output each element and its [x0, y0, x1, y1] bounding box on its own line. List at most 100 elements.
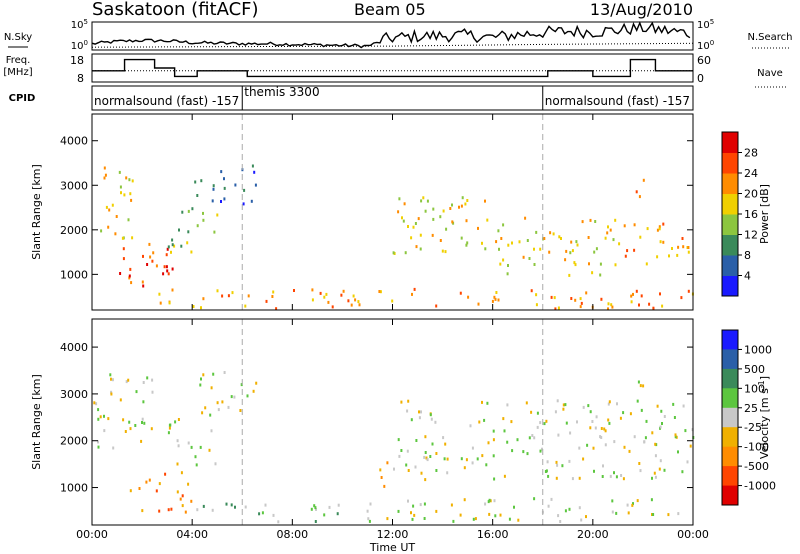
- echo-cell: [150, 427, 153, 431]
- echo-cell: [435, 469, 438, 472]
- echo-cell: [130, 198, 133, 202]
- colorbar-tick-label: 500: [744, 363, 765, 376]
- echo-cell: [471, 446, 474, 450]
- echo-cell: [358, 303, 361, 307]
- echo-cell: [398, 454, 401, 458]
- echo-cell: [484, 247, 487, 251]
- echo-cell: [535, 303, 538, 307]
- echo-cell: [581, 220, 584, 224]
- echo-cell: [659, 292, 661, 296]
- echo-cell: [631, 503, 634, 507]
- echo-cell: [689, 444, 692, 448]
- echo-cell: [589, 426, 592, 430]
- echo-cell: [486, 401, 489, 405]
- echo-cell: [167, 431, 170, 435]
- echo-cell: [614, 263, 617, 267]
- echo-cell: [488, 498, 491, 502]
- echo-cell: [571, 477, 574, 481]
- echo-cell: [488, 512, 491, 516]
- echo-cell: [637, 380, 640, 384]
- echo-cell: [398, 197, 401, 201]
- x-tick-label: 04:00: [176, 528, 208, 541]
- echo-cell: [560, 237, 562, 240]
- echo-cell: [460, 204, 463, 208]
- echo-cell: [103, 414, 105, 418]
- echo-cell: [357, 300, 360, 304]
- colorbar-tick-label: 1000: [744, 343, 772, 356]
- colorbar-tick-label: 16: [744, 208, 758, 221]
- echo-cell: [181, 210, 184, 214]
- echo-cell: [146, 263, 149, 266]
- echo-cell: [211, 508, 214, 512]
- cpid-label: CPID: [9, 93, 36, 104]
- echo-cell: [622, 411, 625, 415]
- echo-cell: [642, 384, 645, 388]
- echo-cell: [127, 378, 130, 382]
- echo-cell: [420, 410, 422, 414]
- echo-cell: [103, 176, 106, 180]
- echo-cell: [555, 476, 558, 480]
- echo-cell: [121, 236, 124, 240]
- echo-cell: [212, 372, 215, 376]
- echo-cell: [221, 400, 224, 404]
- y-tick-label: 3000: [60, 388, 88, 401]
- echo-cell: [543, 422, 546, 426]
- echo-cell: [557, 306, 560, 310]
- colorbar-tick-label: 8: [744, 249, 751, 262]
- echo-cell: [489, 499, 492, 503]
- echo-cell: [119, 185, 122, 189]
- echo-cell: [556, 399, 559, 403]
- echo-cell: [524, 216, 527, 220]
- echo-cell: [510, 420, 513, 424]
- echo-cell: [471, 461, 474, 465]
- echo-cell: [186, 241, 189, 245]
- echo-cell: [465, 243, 468, 247]
- echo-cell: [148, 242, 151, 246]
- echo-cell: [636, 399, 639, 403]
- echo-cell: [174, 420, 177, 424]
- echo-cell: [196, 508, 199, 512]
- echo-cell: [640, 408, 643, 412]
- colorbar-swatch: [722, 214, 738, 235]
- echo-cell: [506, 403, 509, 407]
- echo-cell: [580, 301, 583, 305]
- echo-cell: [533, 497, 536, 501]
- echo-cell: [272, 513, 275, 517]
- echo-cell: [582, 457, 585, 461]
- echo-cell: [550, 295, 553, 299]
- echo-cell: [663, 468, 666, 472]
- echo-cell: [171, 288, 174, 292]
- echo-cell: [225, 502, 228, 506]
- echo-cell: [379, 468, 382, 472]
- echo-cell: [417, 217, 420, 221]
- echo-cell: [607, 307, 609, 311]
- colorbar-swatch: [722, 466, 738, 486]
- echo-cell: [599, 273, 602, 277]
- echo-cell: [187, 482, 190, 486]
- echo-cell: [558, 235, 561, 239]
- echo-cell: [418, 416, 421, 420]
- echo-cell: [128, 178, 131, 182]
- echo-cell: [426, 458, 429, 462]
- echo-cell: [122, 418, 125, 422]
- echo-cell: [212, 184, 215, 188]
- echo-cell: [547, 474, 550, 478]
- echo-cell: [378, 290, 381, 293]
- echo-cell: [576, 243, 579, 247]
- echo-cell: [493, 499, 496, 503]
- echo-cell: [667, 513, 670, 517]
- echo-cell: [606, 231, 609, 235]
- noise-right-label: N.Search: [747, 32, 792, 43]
- echo-cell: [446, 457, 449, 461]
- echo-cell: [142, 284, 145, 288]
- echo-cell: [443, 457, 446, 461]
- echo-cell: [168, 301, 171, 305]
- echo-cell: [432, 207, 435, 211]
- echo-cell: [439, 239, 442, 242]
- echo-cell: [474, 517, 477, 521]
- colorbar-swatch: [722, 330, 738, 350]
- echo-cell: [492, 438, 495, 442]
- echo-cell: [574, 263, 577, 267]
- echo-cell: [636, 499, 639, 503]
- echo-cell: [681, 470, 684, 474]
